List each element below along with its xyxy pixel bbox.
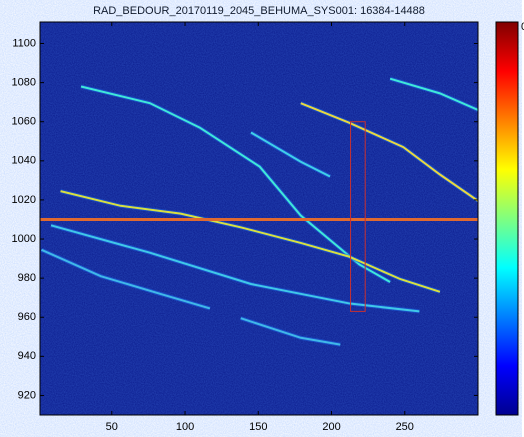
y-tick-label: 920: [18, 389, 36, 401]
y-tick-label: 980: [18, 272, 36, 284]
trace: [240, 317, 341, 346]
x-tick-label: 50: [106, 421, 118, 433]
trace: [41, 248, 211, 310]
y-tick-label: 1060: [12, 116, 36, 128]
trace: [50, 224, 420, 313]
trace: [250, 131, 331, 178]
y-tick-label: 1040: [12, 155, 36, 167]
x-tick-label: 200: [322, 421, 340, 433]
colorbar-tick-label: 0: [521, 21, 524, 33]
x-tick-label: 150: [249, 421, 267, 433]
y-tick-label: 960: [18, 311, 36, 323]
trace: [300, 102, 478, 202]
traces: [40, 76, 478, 347]
chart-title: RAD_BEDOUR_20170119_2045_BEHUMA_SYS001: …: [93, 5, 425, 17]
x-tick-label: 100: [176, 421, 194, 433]
trace: [60, 190, 441, 293]
y-tick-label: 1000: [12, 233, 36, 245]
y-tick-label: 1100: [12, 37, 36, 49]
selection-box: [350, 121, 366, 312]
x-tick-label: 250: [396, 421, 414, 433]
y-tick-label: 940: [18, 350, 36, 362]
colorbar: [495, 21, 519, 416]
plot-frame: [39, 21, 479, 416]
y-tick-label: 1080: [12, 77, 36, 89]
y-tick-label: 1020: [12, 194, 36, 206]
trace: [389, 77, 478, 111]
